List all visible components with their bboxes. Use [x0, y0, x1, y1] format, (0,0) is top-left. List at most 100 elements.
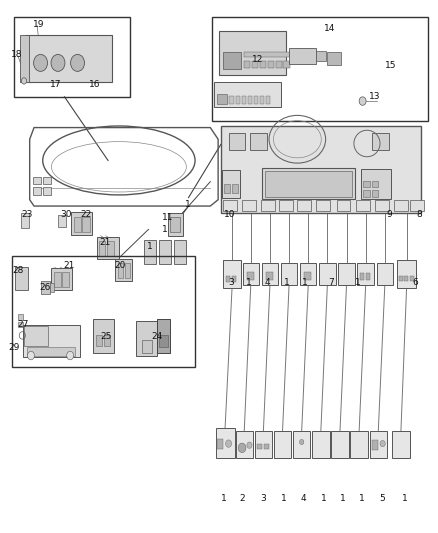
Text: 1: 1: [340, 494, 346, 503]
Text: 1: 1: [246, 278, 251, 287]
Bar: [14, 17, 130, 97]
Bar: [24, 326, 48, 346]
Bar: [118, 263, 123, 278]
Bar: [116, 259, 132, 281]
Text: 25: 25: [100, 332, 112, 341]
Text: 15: 15: [385, 61, 397, 69]
Circle shape: [359, 97, 366, 106]
Bar: [361, 169, 391, 199]
Bar: [214, 82, 281, 108]
Text: 24: 24: [152, 332, 163, 341]
Bar: [159, 335, 168, 347]
Bar: [257, 443, 261, 449]
Bar: [224, 184, 230, 193]
Bar: [300, 263, 317, 285]
Text: 12: 12: [251, 55, 263, 64]
Bar: [252, 61, 258, 68]
Bar: [357, 263, 374, 285]
Bar: [53, 272, 60, 287]
Bar: [264, 443, 268, 449]
Bar: [276, 61, 282, 68]
Bar: [104, 335, 110, 346]
Bar: [25, 35, 113, 82]
Text: 29: 29: [9, 343, 20, 352]
Bar: [236, 96, 240, 104]
Bar: [223, 260, 241, 288]
Text: 11: 11: [162, 213, 173, 222]
Text: 16: 16: [89, 80, 101, 89]
Bar: [125, 263, 130, 278]
Bar: [319, 263, 336, 285]
Text: 10: 10: [224, 210, 235, 219]
Text: 1: 1: [321, 494, 326, 503]
Bar: [236, 431, 253, 458]
Circle shape: [380, 440, 385, 447]
Bar: [283, 61, 290, 68]
Bar: [248, 96, 252, 104]
Bar: [410, 276, 413, 281]
Bar: [281, 263, 297, 285]
Bar: [82, 216, 90, 231]
Text: 19: 19: [33, 20, 44, 29]
Bar: [247, 272, 254, 280]
Circle shape: [238, 443, 246, 453]
Text: 1: 1: [280, 494, 286, 503]
Text: 17: 17: [50, 80, 62, 89]
Text: 7: 7: [328, 278, 334, 287]
Bar: [74, 216, 81, 231]
Text: 1: 1: [403, 494, 408, 503]
Bar: [265, 171, 352, 197]
Bar: [226, 276, 230, 282]
Bar: [266, 96, 270, 104]
Bar: [372, 190, 378, 197]
Bar: [93, 319, 114, 353]
Bar: [96, 335, 102, 346]
Text: 4: 4: [301, 494, 307, 503]
Bar: [232, 184, 238, 193]
Bar: [268, 61, 274, 68]
Bar: [394, 200, 408, 212]
Text: 9: 9: [387, 210, 392, 219]
Circle shape: [226, 440, 232, 447]
Bar: [317, 51, 326, 61]
Bar: [242, 96, 246, 104]
Bar: [174, 240, 186, 264]
Bar: [21, 214, 29, 228]
Bar: [12, 256, 195, 367]
Text: 1: 1: [359, 494, 364, 503]
Bar: [327, 52, 341, 65]
Bar: [260, 96, 264, 104]
Bar: [304, 272, 311, 280]
Text: 13: 13: [369, 92, 381, 101]
Bar: [289, 48, 316, 64]
Bar: [215, 427, 235, 458]
Bar: [370, 431, 387, 458]
Bar: [242, 200, 255, 212]
Bar: [58, 215, 66, 227]
Bar: [157, 319, 170, 353]
Text: 1: 1: [185, 200, 191, 209]
Bar: [159, 240, 171, 264]
Text: 21: 21: [63, 261, 74, 270]
Bar: [33, 188, 41, 195]
Bar: [168, 214, 183, 236]
Bar: [372, 181, 378, 187]
Text: 1: 1: [147, 242, 153, 251]
Bar: [274, 431, 291, 458]
Bar: [212, 17, 428, 120]
Text: 1: 1: [283, 278, 290, 287]
Bar: [141, 340, 152, 353]
Bar: [254, 96, 258, 104]
Bar: [364, 181, 370, 187]
Bar: [266, 272, 273, 280]
Text: 30: 30: [60, 210, 71, 219]
Bar: [20, 35, 29, 82]
Bar: [260, 61, 266, 68]
Bar: [136, 321, 157, 356]
Bar: [338, 263, 355, 285]
Bar: [41, 281, 50, 294]
Circle shape: [21, 78, 27, 84]
Text: 28: 28: [12, 266, 24, 275]
Bar: [392, 431, 410, 458]
Text: 20: 20: [114, 261, 126, 270]
